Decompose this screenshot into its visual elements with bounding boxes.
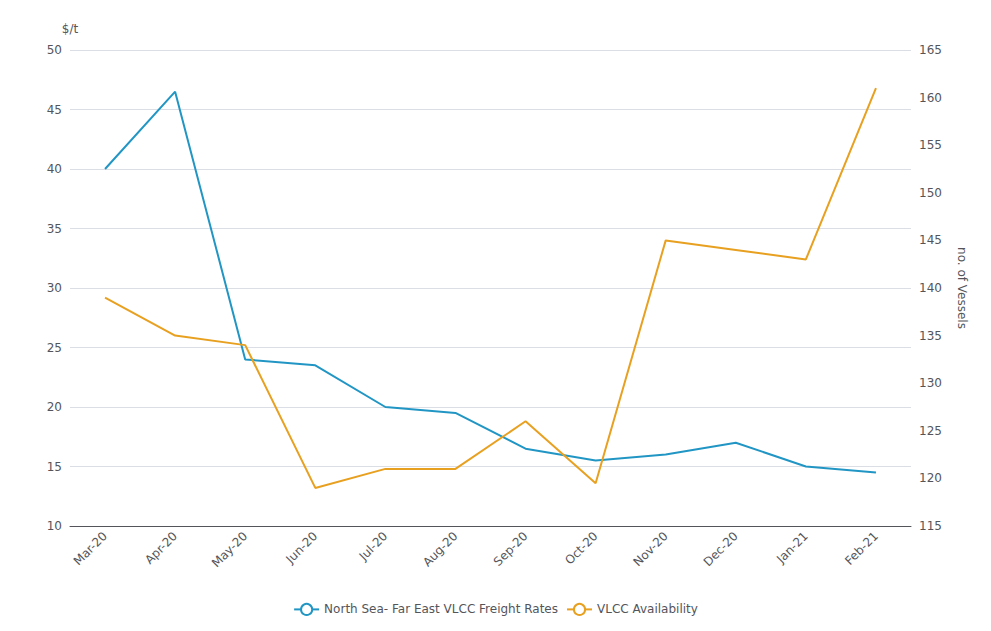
- svg-text:115: 115: [919, 519, 942, 533]
- svg-text:40: 40: [47, 162, 62, 176]
- svg-text:15: 15: [47, 460, 62, 474]
- svg-text:Mar-20: Mar-20: [71, 529, 110, 568]
- svg-text:no. of Vessels: no. of Vessels: [955, 247, 969, 329]
- svg-text:145: 145: [919, 233, 942, 247]
- svg-text:120: 120: [919, 471, 942, 485]
- svg-text:25: 25: [47, 341, 62, 355]
- svg-text:45: 45: [47, 103, 62, 117]
- svg-text:Nov-20: Nov-20: [631, 529, 671, 569]
- svg-text:10: 10: [47, 519, 62, 533]
- svg-text:50: 50: [47, 43, 62, 57]
- svg-text:Feb-21: Feb-21: [842, 529, 881, 568]
- svg-text:Aug-20: Aug-20: [420, 529, 460, 569]
- svg-text:30: 30: [47, 281, 62, 295]
- svg-text:165: 165: [919, 43, 942, 57]
- svg-text:Jan-21: Jan-21: [773, 529, 811, 567]
- svg-text:Sep-20: Sep-20: [491, 529, 531, 569]
- svg-text:Jul-20: Jul-20: [356, 529, 391, 564]
- svg-text:May-20: May-20: [209, 529, 250, 570]
- svg-text:125: 125: [919, 424, 942, 438]
- svg-text:150: 150: [919, 186, 942, 200]
- svg-text:140: 140: [919, 281, 942, 295]
- svg-text:130: 130: [919, 376, 942, 390]
- svg-text:160: 160: [919, 91, 942, 105]
- svg-text:Jun-20: Jun-20: [283, 529, 321, 567]
- svg-text:VLCC Availability: VLCC Availability: [597, 602, 698, 616]
- svg-text:Apr-20: Apr-20: [142, 529, 180, 567]
- svg-text:155: 155: [919, 138, 942, 152]
- svg-text:$/t: $/t: [62, 22, 79, 36]
- svg-text:North Sea- Far East VLCC Freig: North Sea- Far East VLCC Freight Rates: [324, 602, 558, 616]
- svg-text:35: 35: [47, 222, 62, 236]
- svg-text:135: 135: [919, 329, 942, 343]
- svg-text:Oct-20: Oct-20: [562, 529, 600, 567]
- svg-text:20: 20: [47, 400, 62, 414]
- svg-text:Dec-20: Dec-20: [701, 529, 741, 569]
